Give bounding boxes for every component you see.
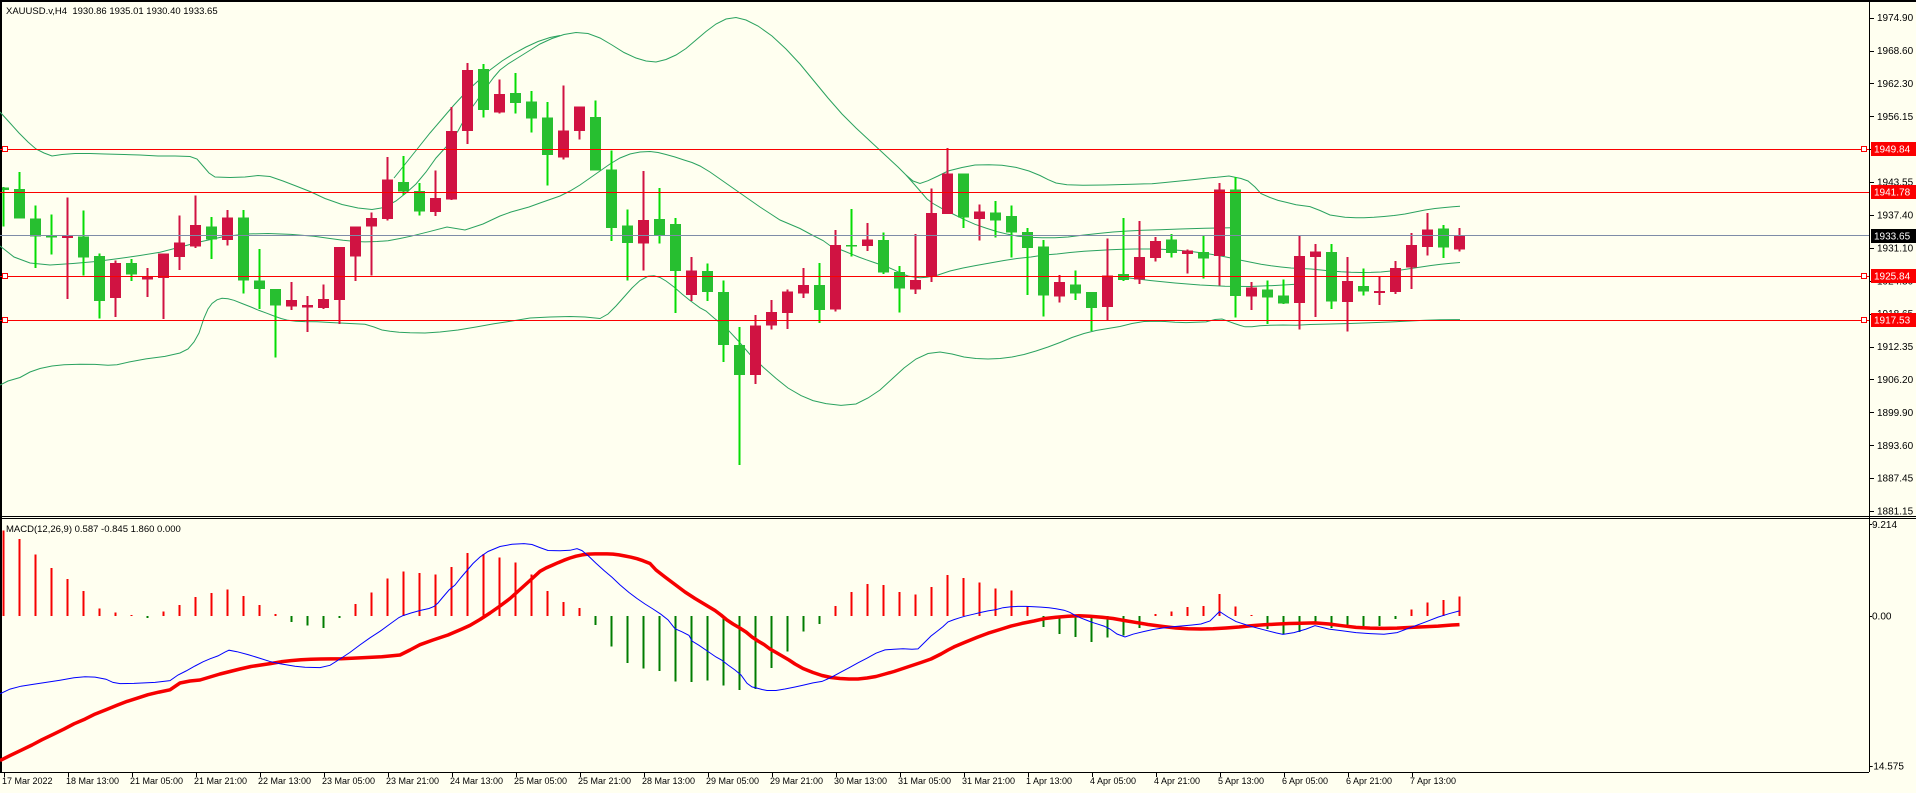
svg-text:29 Mar 05:00: 29 Mar 05:00 [706, 776, 759, 786]
svg-text:1933.65: 1933.65 [1874, 232, 1911, 243]
svg-text:23 Mar 21:00: 23 Mar 21:00 [386, 776, 439, 786]
svg-text:1 Apr 13:00: 1 Apr 13:00 [1026, 776, 1072, 786]
svg-text:1917.53: 1917.53 [1874, 316, 1911, 327]
svg-text:17 Mar 2022: 17 Mar 2022 [2, 776, 53, 786]
svg-text:7 Apr 13:00: 7 Apr 13:00 [1410, 776, 1456, 786]
svg-text:31 Mar 05:00: 31 Mar 05:00 [898, 776, 951, 786]
svg-text:22 Mar 13:00: 22 Mar 13:00 [258, 776, 311, 786]
svg-text:31 Mar 21:00: 31 Mar 21:00 [962, 776, 1015, 786]
svg-text:1974.90: 1974.90 [1877, 13, 1914, 24]
svg-text:6 Apr 05:00: 6 Apr 05:00 [1282, 776, 1328, 786]
svg-text:23 Mar 05:00: 23 Mar 05:00 [322, 776, 375, 786]
svg-text:1962.30: 1962.30 [1877, 79, 1914, 90]
svg-text:9.214: 9.214 [1872, 520, 1897, 531]
svg-text:1941.78: 1941.78 [1874, 188, 1911, 199]
svg-text:24 Mar 13:00: 24 Mar 13:00 [450, 776, 503, 786]
svg-text:25 Mar 21:00: 25 Mar 21:00 [578, 776, 631, 786]
svg-text:4 Apr 21:00: 4 Apr 21:00 [1154, 776, 1200, 786]
svg-text:4 Apr 05:00: 4 Apr 05:00 [1090, 776, 1136, 786]
svg-text:-14.575: -14.575 [1870, 762, 1904, 773]
svg-text:1899.90: 1899.90 [1877, 408, 1914, 419]
svg-text:28 Mar 13:00: 28 Mar 13:00 [642, 776, 695, 786]
svg-text:1881.15: 1881.15 [1877, 507, 1914, 518]
svg-text:MACD(12,26,9) 0.587 -0.845 1.8: MACD(12,26,9) 0.587 -0.845 1.860 0.000 [6, 524, 181, 535]
svg-text:25 Mar 05:00: 25 Mar 05:00 [514, 776, 567, 786]
svg-text:1943.55: 1943.55 [1877, 178, 1914, 189]
svg-text:1893.60: 1893.60 [1877, 441, 1914, 452]
svg-text:0.00: 0.00 [1872, 612, 1892, 623]
svg-text:1925.84: 1925.84 [1874, 272, 1911, 283]
svg-text:21 Mar 05:00: 21 Mar 05:00 [130, 776, 183, 786]
svg-text:1968.60: 1968.60 [1877, 46, 1914, 57]
svg-text:21 Mar 21:00: 21 Mar 21:00 [194, 776, 247, 786]
svg-text:1949.84: 1949.84 [1874, 145, 1911, 156]
svg-text:18 Mar 13:00: 18 Mar 13:00 [66, 776, 119, 786]
svg-text:1906.20: 1906.20 [1877, 375, 1914, 386]
svg-text:1912.35: 1912.35 [1877, 342, 1914, 353]
svg-text:1931.10: 1931.10 [1877, 243, 1914, 254]
svg-text:6 Apr 21:00: 6 Apr 21:00 [1346, 776, 1392, 786]
svg-text:1956.15: 1956.15 [1877, 112, 1914, 123]
svg-text:1937.40: 1937.40 [1877, 211, 1914, 222]
svg-text:XAUUSD.v,H4 1930.86 1935.01 1: XAUUSD.v,H4 1930.86 1935.01 1930.40 1933… [6, 6, 218, 17]
svg-text:29 Mar 21:00: 29 Mar 21:00 [770, 776, 823, 786]
svg-text:5 Apr 13:00: 5 Apr 13:00 [1218, 776, 1264, 786]
svg-text:30 Mar 13:00: 30 Mar 13:00 [834, 776, 887, 786]
svg-text:1887.45: 1887.45 [1877, 474, 1914, 485]
